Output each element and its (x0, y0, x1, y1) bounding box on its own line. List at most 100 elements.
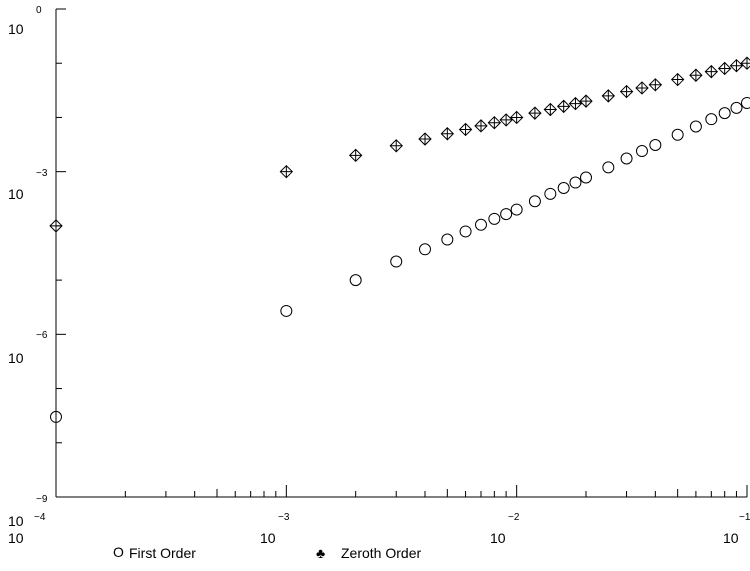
first-order-point (474, 218, 487, 231)
zeroth-order-point (619, 84, 634, 99)
zeroth-order-point (487, 115, 502, 130)
zeroth-order-point (279, 164, 294, 179)
diamond-cross-marker (49, 219, 63, 233)
x-tick-label-exponent: −3 (278, 512, 290, 523)
y-axis-ticks: 10 0 10 −3 10 −6 10 −9 (8, 5, 66, 529)
zeroth-order-point (601, 89, 616, 103)
diamond-cross-marker (568, 96, 583, 111)
diamond-cross-marker (543, 102, 558, 117)
first-order-point (419, 243, 432, 256)
zeroth-order-point (740, 56, 750, 70)
diamond-cross-marker (704, 64, 719, 79)
diamond-cross-marker (556, 99, 571, 114)
y-tick-label-base: 10 (8, 513, 24, 529)
zeroth-order-point (689, 68, 703, 82)
diamond-cross-marker (499, 113, 513, 127)
zeroth-order-point (440, 127, 455, 141)
diamond-cross-marker (729, 58, 744, 73)
diamond-cross-marker (689, 68, 703, 82)
legend: O First Order ♣ Zeroth Order (113, 544, 421, 561)
first-order-point (459, 225, 472, 238)
first-order-point (730, 101, 743, 114)
legend-symbol-first-order: O (113, 544, 124, 560)
diamond-cross-marker (458, 122, 473, 137)
first-order-point (544, 187, 557, 200)
diamond-cross-marker (389, 139, 403, 153)
diamond-cross-marker (528, 106, 542, 120)
diamond-cross-marker (635, 81, 649, 95)
first-order-point (280, 304, 293, 317)
first-order-point (557, 181, 570, 194)
x-tick-label-exponent: −1 (739, 512, 750, 523)
axes (55, 9, 747, 498)
diamond-cross-marker (670, 72, 685, 87)
zeroth-order-point (729, 58, 744, 73)
y-tick-label-exponent: −6 (36, 330, 48, 341)
diamond-cross-marker (487, 115, 502, 130)
first-order-point (50, 410, 62, 423)
first-order-point (500, 208, 513, 221)
zeroth-order-point (648, 78, 663, 92)
diamond-cross-marker (601, 89, 616, 103)
first-order-point (671, 128, 684, 141)
zeroth-order-point (509, 110, 524, 125)
diamond-cross-marker (740, 56, 750, 70)
y-tick-label-exponent: −9 (36, 494, 48, 505)
x-tick-label-exponent: −4 (34, 512, 46, 523)
y-tick-label-base: 10 (8, 350, 24, 366)
zeroth-order-point (418, 132, 432, 146)
first-order-point (528, 195, 541, 208)
legend-label-zeroth-order: Zeroth Order (341, 545, 421, 561)
x-axis-ticks: 10−410−310−210−1 (8, 485, 750, 546)
y-tick-label-base: 10 (8, 186, 24, 202)
zeroth-order-point (458, 122, 473, 137)
first-order-point (602, 161, 615, 174)
x-tick-label-base: 10 (260, 530, 276, 546)
first-order-point (510, 203, 523, 216)
legend-symbol-zeroth-order: ♣ (316, 545, 325, 561)
zeroth-order-point (49, 219, 63, 233)
diamond-cross-marker (579, 94, 593, 108)
first-order-point (488, 212, 501, 225)
diamond-cross-marker (717, 61, 732, 76)
zeroth-order-point (704, 64, 719, 79)
zeroth-order-point (528, 106, 542, 120)
x-tick-label-base: 10 (723, 530, 739, 546)
zeroth-order-point (474, 119, 488, 133)
zeroth-order-point (543, 102, 558, 117)
zeroth-order-point (717, 61, 732, 76)
zeroth-order-point (556, 99, 571, 114)
diamond-cross-marker (509, 110, 524, 125)
first-order-point (620, 152, 633, 165)
zeroth-order-point (635, 81, 649, 95)
first-order-point (741, 96, 750, 109)
zeroth-order-point (389, 139, 403, 153)
zeroth-order-point (348, 148, 363, 163)
diamond-cross-marker (279, 164, 294, 179)
first-order-point (649, 139, 662, 152)
y-tick-label-exponent: −3 (36, 168, 48, 179)
x-tick-label-base: 10 (490, 530, 506, 546)
zeroth-order-point (499, 113, 513, 127)
diamond-cross-marker (440, 127, 455, 141)
diamond-cross-marker (474, 119, 488, 133)
zeroth-order-point (568, 96, 583, 111)
x-tick-label-exponent: −2 (508, 512, 520, 523)
zeroth-order-point (579, 94, 593, 108)
legend-label-first-order: First Order (129, 545, 196, 561)
diamond-cross-marker (619, 84, 634, 99)
first-order-point (705, 113, 718, 126)
diamond-cross-marker (348, 148, 363, 163)
diamond-cross-marker (418, 132, 432, 146)
plot-markers (49, 56, 750, 423)
first-order-point (569, 176, 582, 189)
first-order-point (635, 145, 648, 158)
y-tick-label-exponent: 0 (36, 5, 42, 16)
first-order-point (441, 233, 454, 246)
diamond-cross-marker (648, 78, 663, 92)
first-order-point (390, 255, 403, 268)
first-order-point (580, 171, 593, 184)
zeroth-order-point (670, 72, 685, 87)
first-order-point (689, 120, 702, 133)
